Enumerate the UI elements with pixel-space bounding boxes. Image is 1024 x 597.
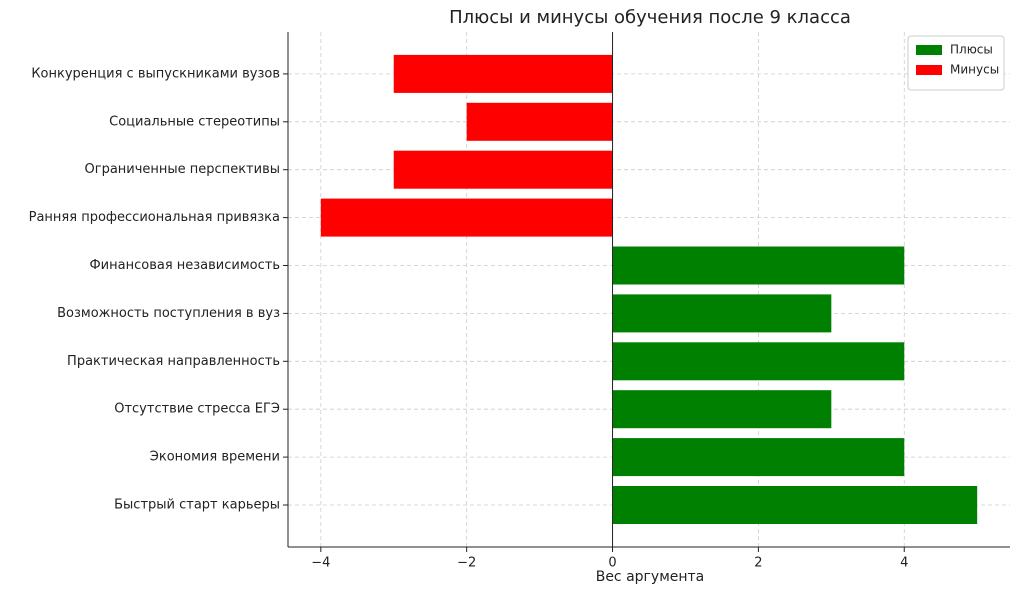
y-tick-label: Отсутствие стресса ЕГЭ — [114, 402, 280, 417]
bar — [612, 342, 905, 381]
x-tick-label: −4 — [311, 556, 330, 571]
bar — [612, 486, 978, 524]
bar — [612, 294, 832, 333]
bar — [393, 54, 613, 93]
legend-swatch — [916, 65, 942, 75]
x-axis-label: Вес аргумента — [596, 569, 705, 585]
bar — [393, 150, 613, 189]
legend-label: Плюсы — [950, 43, 993, 57]
y-tick-label: Ограниченные перспективы — [85, 162, 281, 177]
x-tick-label: −2 — [457, 556, 476, 571]
x-tick-label: 4 — [900, 556, 908, 571]
y-tick-label: Возможность поступления в вуз — [57, 306, 280, 321]
bar — [466, 102, 613, 141]
bar — [612, 246, 905, 285]
y-tick-label: Ранняя профессиональная привязка — [29, 210, 280, 225]
y-tick-label: Финансовая независимость — [89, 258, 280, 273]
y-tick-label: Социальные стереотипы — [109, 114, 280, 129]
y-tick-label: Быстрый старт карьеры — [114, 498, 280, 513]
legend: Плюсы Минусы — [907, 35, 1005, 91]
bar — [612, 390, 832, 429]
y-tick-label: Практическая направленность — [67, 354, 280, 369]
bar — [612, 438, 905, 477]
y-tick-label: Экономия времени — [150, 450, 280, 465]
legend-swatch — [916, 45, 942, 55]
chart-title: Плюсы и минусы обучения после 9 класса — [449, 7, 851, 28]
x-tick-label: 0 — [608, 556, 616, 571]
x-tick-label: 2 — [754, 556, 762, 571]
bar — [320, 198, 613, 237]
legend-label: Минусы — [950, 63, 999, 77]
y-tick-label: Конкуренция с выпускниками вузов — [31, 66, 280, 81]
